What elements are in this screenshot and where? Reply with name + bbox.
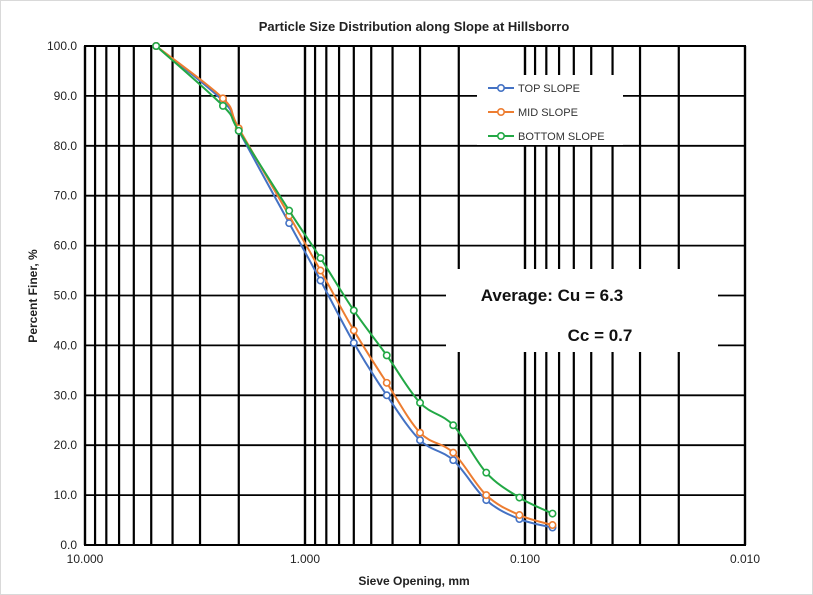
x-tick-label: 0.100: [510, 552, 540, 566]
data-point-mid-slope: [382, 378, 391, 387]
data-point-mid-slope: [548, 521, 557, 530]
data-point-bottom-slope: [382, 351, 391, 360]
y-tick-label: 50.0: [54, 289, 78, 303]
y-tick-label: 30.0: [54, 388, 78, 402]
data-point-bottom-slope: [416, 398, 425, 407]
data-point-bottom-slope: [449, 421, 458, 430]
data-point-top-slope: [449, 456, 458, 465]
legend-marker: [496, 108, 505, 117]
legend-marker: [496, 84, 505, 93]
data-point-bottom-slope: [234, 126, 243, 135]
data-point-bottom-slope: [548, 509, 557, 518]
data-point-bottom-slope: [515, 493, 524, 502]
data-point-mid-slope: [349, 326, 358, 335]
annotation-cu: Average: Cu = 6.3: [481, 286, 624, 305]
data-point-bottom-slope: [349, 306, 358, 315]
legend-item-bottom-slope: BOTTOM SLOPE: [488, 131, 605, 143]
y-axis-title: Percent Finer, %: [26, 249, 40, 343]
legend-item-mid-slope: MID SLOPE: [488, 107, 578, 119]
legend-item-top-slope: TOP SLOPE: [488, 83, 580, 95]
x-tick-label: 10.000: [67, 552, 104, 566]
data-point-top-slope: [416, 436, 425, 445]
chart-title: Particle Size Distribution along Slope a…: [259, 19, 570, 34]
data-point-top-slope: [382, 391, 391, 400]
data-point-bottom-slope: [285, 206, 294, 215]
y-tick-label: 100.0: [47, 39, 77, 53]
y-tick-label: 0.0: [60, 538, 77, 552]
legend-label: BOTTOM SLOPE: [518, 131, 605, 143]
y-tick-label: 80.0: [54, 139, 78, 153]
x-axis-title: Sieve Opening, mm: [358, 574, 469, 588]
legend: TOP SLOPE MID SLOPE BOTTOM SLOPE: [488, 83, 605, 143]
x-tick-label: 1.000: [290, 552, 320, 566]
y-tick-label: 40.0: [54, 338, 78, 352]
legend-marker: [496, 132, 505, 141]
data-point-mid-slope: [482, 491, 491, 500]
data-point-mid-slope: [316, 266, 325, 275]
legend-label: TOP SLOPE: [518, 83, 580, 95]
data-point-bottom-slope: [316, 254, 325, 263]
data-point-bottom-slope: [482, 468, 491, 477]
y-tick-label: 70.0: [54, 189, 78, 203]
data-point-top-slope: [316, 276, 325, 285]
annotation-box: [446, 269, 718, 352]
legend-label: MID SLOPE: [518, 107, 578, 119]
data-point-mid-slope: [515, 511, 524, 520]
tick-labels: 0.0 10.0 20.0 30.0 40.0 50.0 60.0 70.0 80.0 90.0 1…: [47, 39, 760, 566]
data-point-top-slope: [349, 338, 358, 347]
plot-series: [152, 41, 557, 532]
y-tick-label: 10.0: [54, 488, 78, 502]
y-tick-label: 60.0: [54, 239, 78, 253]
y-tick-label: 90.0: [54, 89, 78, 103]
data-point-mid-slope: [449, 448, 458, 457]
plot-frame: [84, 45, 746, 546]
annotation-cc: Cc = 0.7: [568, 326, 633, 345]
y-tick-label: 20.0: [54, 438, 78, 452]
data-point-bottom-slope: [218, 101, 227, 110]
data-point-mid-slope: [416, 428, 425, 437]
data-point-mid-slope: [218, 94, 227, 103]
data-point-bottom-slope: [152, 41, 161, 50]
x-tick-label: 0.010: [730, 552, 760, 566]
series-bottom-slope: [152, 41, 557, 518]
